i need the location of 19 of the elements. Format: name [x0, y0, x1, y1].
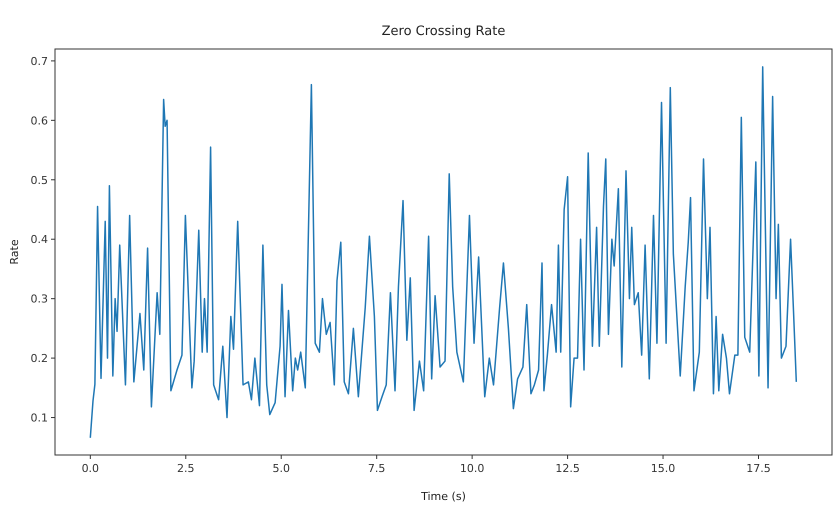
- chart-title: Zero Crossing Rate: [382, 24, 506, 39]
- y-tick-label: 0.7: [30, 54, 48, 68]
- x-tick-label: 0.0: [82, 462, 100, 475]
- x-axis-title: Time (s): [420, 490, 466, 503]
- y-axis-title: Rate: [8, 239, 21, 265]
- y-tick-label: 0.3: [30, 292, 48, 306]
- y-tick-label: 0.6: [30, 114, 48, 128]
- x-tick-label: 2.5: [177, 462, 195, 475]
- x-tick-label: 10.0: [460, 462, 484, 475]
- x-tick-label: 15.0: [650, 462, 676, 475]
- x-tick-label: 17.5: [746, 462, 771, 475]
- x-tick-label: 12.5: [555, 462, 580, 475]
- y-tick-label: 0.1: [30, 412, 48, 425]
- y-tick-label: 0.5: [30, 174, 48, 187]
- x-tick-label: 7.5: [368, 462, 386, 475]
- y-tick-label: 0.2: [30, 352, 48, 366]
- y-tick-label: 0.4: [30, 233, 48, 246]
- x-tick-label: 5.0: [272, 462, 290, 475]
- line-series: [90, 66, 798, 439]
